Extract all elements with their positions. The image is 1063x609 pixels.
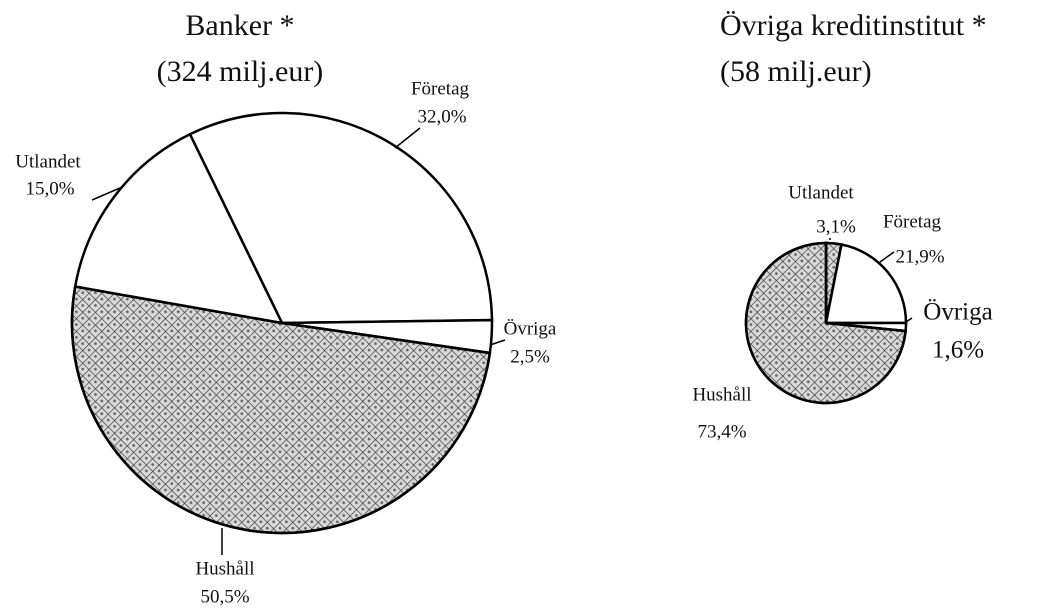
slice-label: Hushåll [195, 558, 254, 579]
chart-title: Banker * [185, 9, 294, 42]
slice-label: Företag [411, 78, 470, 99]
slice-label: Utlandet [15, 151, 81, 172]
chart-subtitle: (324 milj.eur) [157, 55, 324, 88]
slice-value-label: 2,5% [510, 346, 550, 367]
pie-slice [188, 111, 494, 325]
chart-title: Övriga kreditinstitut * [720, 9, 987, 42]
slice-value-label: 73,4% [697, 421, 746, 442]
pie-slice [73, 132, 285, 325]
slice-label: Företag [883, 211, 942, 232]
slice-value-label: 21,9% [895, 246, 944, 267]
slice-value-label: 1,6% [932, 337, 984, 364]
slice-value-label: 15,0% [25, 178, 74, 199]
slice-label: Utlandet [788, 182, 854, 203]
leader-line [91, 187, 121, 201]
slice-hatch [744, 241, 907, 405]
leader-line [489, 339, 506, 346]
chart-subtitle: (58 milj.eur) [720, 55, 872, 88]
pie-slice [824, 243, 908, 325]
slice-value-label: 50,5% [200, 586, 249, 607]
leader-line [905, 317, 913, 323]
leader-line [879, 251, 895, 263]
leader-line [394, 127, 421, 149]
slice-value-label: 3,1% [816, 216, 856, 237]
slice-label: Övriga [923, 299, 992, 326]
slice-value-label: 32,0% [417, 106, 466, 127]
slice-label: Hushåll [692, 384, 751, 405]
slice-hatch [70, 285, 492, 535]
slice-label: Övriga [504, 318, 557, 339]
